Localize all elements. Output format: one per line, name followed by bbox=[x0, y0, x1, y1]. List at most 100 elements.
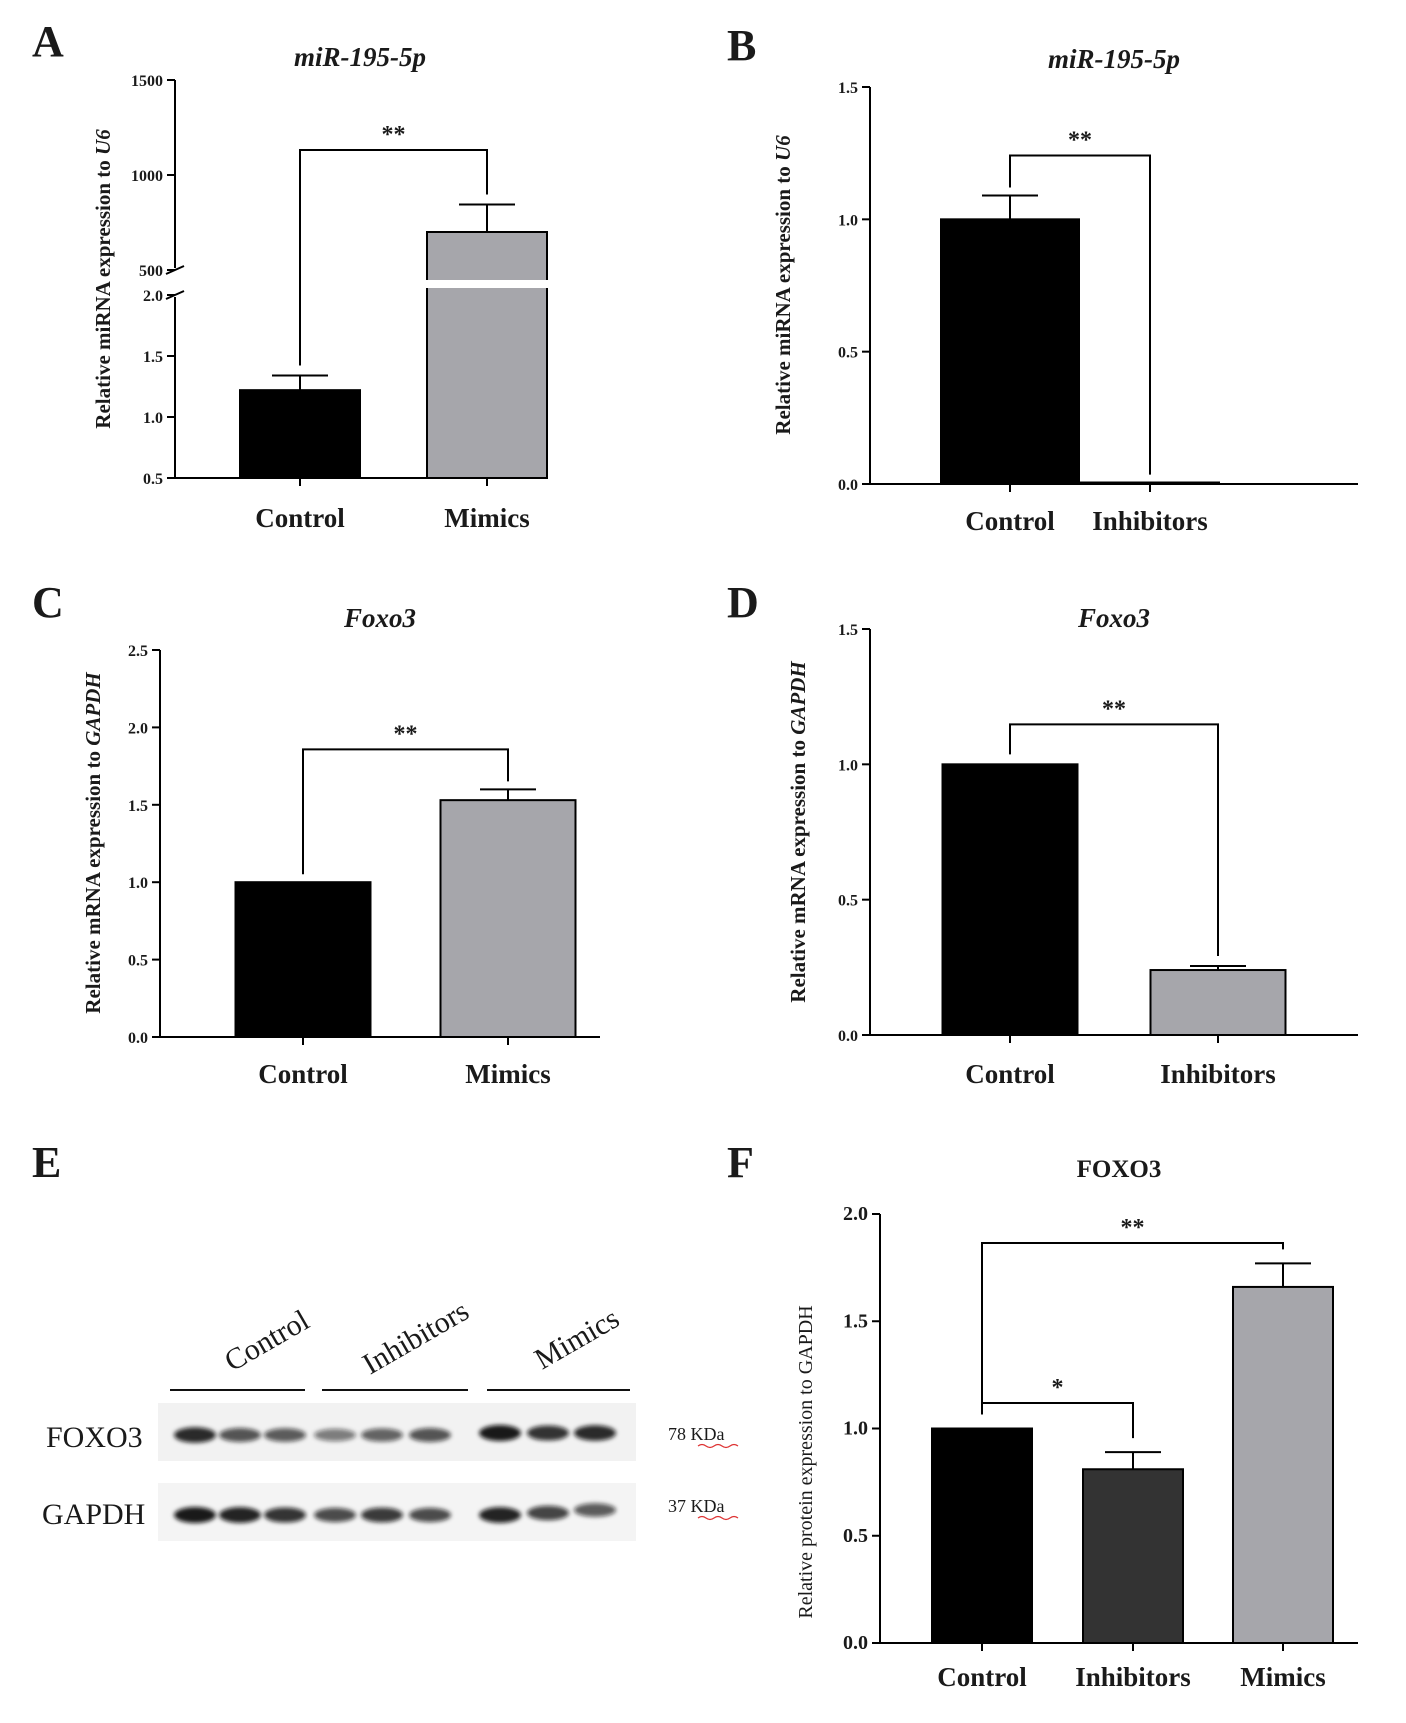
y-tick-label: 1.0 bbox=[843, 1418, 868, 1440]
blot-band-foxo3 bbox=[361, 1428, 403, 1442]
significance-bracket bbox=[1009, 154, 1151, 475]
bar-mimics bbox=[439, 799, 577, 1038]
y-tick-label: 0.5 bbox=[843, 1525, 868, 1547]
y-tick-label: 1.5 bbox=[838, 622, 858, 639]
category-label: Mimics bbox=[444, 503, 529, 533]
category-label: Control bbox=[937, 1662, 1027, 1692]
bar-control bbox=[234, 881, 372, 1039]
western-blot: Control Inhibitors Mimics FOXO3 GAPDH 78… bbox=[42, 1294, 739, 1541]
blot-band-foxo3 bbox=[409, 1428, 451, 1442]
bar-mimics bbox=[1232, 1285, 1334, 1645]
blot-band-gapdh bbox=[574, 1503, 616, 1517]
category-label: Control bbox=[965, 506, 1055, 536]
significance-bracket bbox=[299, 149, 488, 366]
y-axis-label: Relative mRNA expression to GAPDH bbox=[81, 672, 105, 1014]
lane-label-inhibitors: Inhibitors bbox=[357, 1294, 475, 1381]
y-tick-label: 1.0 bbox=[838, 212, 858, 229]
category-label: Inhibitors bbox=[1160, 1059, 1276, 1089]
significance-label: ** bbox=[394, 721, 418, 747]
panel-letter-e: E bbox=[32, 1138, 61, 1187]
blot-band-gapdh bbox=[174, 1507, 216, 1523]
category-label: Mimics bbox=[465, 1059, 550, 1089]
blot-band-foxo3 bbox=[219, 1428, 261, 1442]
y-tick-label: 0.5 bbox=[143, 471, 163, 488]
bar-control bbox=[940, 218, 1080, 485]
blot-band-foxo3 bbox=[314, 1428, 356, 1442]
y-tick-label: 1.5 bbox=[838, 80, 858, 97]
blot-size-37kda: 37 KDa bbox=[668, 1496, 725, 1516]
bar-mimics bbox=[426, 231, 548, 479]
lane-label-mimics: Mimics bbox=[529, 1302, 625, 1376]
chart-panel-c: Foxo3 Control Mimics 0.0 0.5 1.0 1.5 2.0 2.5 Rela… bbox=[81, 603, 600, 1089]
lane-label-control: Control bbox=[219, 1304, 315, 1378]
y-tick-label: 0.0 bbox=[128, 1030, 148, 1047]
significance-label: ** bbox=[1121, 1215, 1145, 1241]
category-label: Inhibitors bbox=[1075, 1662, 1191, 1692]
blot-band-foxo3 bbox=[574, 1425, 616, 1441]
y-tick-label: 0.0 bbox=[838, 477, 858, 494]
chart-title: Foxo3 bbox=[343, 603, 416, 633]
panel-letter-c: C bbox=[32, 578, 64, 627]
bar-break-gap bbox=[425, 280, 549, 288]
category-label: Control bbox=[965, 1059, 1055, 1089]
panel-letter-a: A bbox=[32, 17, 64, 66]
blot-band-foxo3 bbox=[527, 1425, 569, 1441]
significance-label: ** bbox=[1102, 696, 1126, 722]
chart-panel-d: Foxo3 Control Inhibitors 0.0 0.5 1.0 1.5 Relati… bbox=[786, 603, 1358, 1089]
blot-band-gapdh bbox=[479, 1507, 521, 1523]
y-tick-label: 1000 bbox=[131, 168, 163, 185]
chart-title: miR-195-5p bbox=[1048, 44, 1180, 74]
category-label: Control bbox=[258, 1059, 348, 1089]
y-tick-label: 1.5 bbox=[143, 349, 163, 366]
chart-panel-f: FOXO3 Control Inhibitors Mimics 0.0 0.5 1.0 1.5… bbox=[795, 1156, 1358, 1692]
category-label: Control bbox=[255, 503, 345, 533]
y-tick-label: 1.0 bbox=[838, 757, 858, 774]
panel-letter-f: F bbox=[727, 1138, 754, 1187]
blot-band-gapdh bbox=[264, 1507, 306, 1523]
significance-bracket bbox=[302, 748, 509, 875]
significance-label: ** bbox=[382, 122, 406, 148]
blot-band-gapdh bbox=[409, 1507, 451, 1523]
blot-label-foxo3: FOXO3 bbox=[46, 1421, 143, 1454]
significance-bracket bbox=[981, 1242, 1284, 1415]
panel-letter-b: B bbox=[727, 21, 756, 70]
chart-title: Foxo3 bbox=[1077, 603, 1150, 633]
bar-inhibitors bbox=[1149, 969, 1287, 1036]
blot-band-foxo3 bbox=[174, 1427, 216, 1443]
significance-label: * bbox=[1052, 1375, 1064, 1401]
bar-control bbox=[239, 389, 361, 479]
y-tick-label: 0.0 bbox=[843, 1632, 868, 1654]
panel-letter-d: D bbox=[727, 578, 759, 627]
category-label: Inhibitors bbox=[1092, 506, 1208, 536]
category-label: Mimics bbox=[1240, 1662, 1325, 1692]
bar-inhibitors bbox=[1082, 1468, 1184, 1644]
y-tick-label: 0.5 bbox=[838, 893, 858, 910]
y-tick-label: 0.5 bbox=[838, 345, 858, 362]
blot-label-gapdh: GAPDH bbox=[42, 1498, 145, 1531]
blot-band-gapdh bbox=[219, 1507, 261, 1523]
kda-underline-37 bbox=[697, 1515, 739, 1521]
chart-panel-a: miR-195-5p Control Mimics 0.5 1.0 1.5 2.0 500 10… bbox=[91, 42, 549, 533]
bar-control bbox=[941, 763, 1079, 1036]
y-tick-label: 2.5 bbox=[128, 643, 148, 660]
chart-title: FOXO3 bbox=[1077, 1156, 1162, 1183]
blot-band-foxo3 bbox=[264, 1428, 306, 1442]
y-axis-label: Relative protein expression to GAPDH bbox=[795, 1305, 817, 1618]
y-tick-label: 1500 bbox=[131, 73, 163, 90]
y-tick-label: 2.0 bbox=[843, 1203, 868, 1225]
chart-panel-b: miR-195-5p Control Inhibitors 0.0 0.5 1.0 1.5 R… bbox=[771, 44, 1358, 536]
y-tick-label: 2.0 bbox=[128, 720, 148, 737]
y-tick-label: 0.5 bbox=[128, 953, 148, 970]
blot-band-gapdh bbox=[361, 1507, 403, 1523]
chart-title: miR-195-5p bbox=[294, 42, 426, 72]
blot-size-78kda: 78 KDa bbox=[668, 1424, 725, 1444]
y-tick-label: 0.0 bbox=[838, 1028, 858, 1045]
y-tick-label: 1.5 bbox=[128, 798, 148, 815]
blot-band-gapdh bbox=[527, 1505, 569, 1521]
kda-underline-78 bbox=[697, 1443, 739, 1449]
blot-band-gapdh bbox=[314, 1507, 356, 1523]
y-axis-label: Relative miRNA expression to U6 bbox=[91, 129, 115, 429]
y-tick-label: 2.0 bbox=[143, 288, 163, 305]
bar-control bbox=[931, 1427, 1033, 1644]
